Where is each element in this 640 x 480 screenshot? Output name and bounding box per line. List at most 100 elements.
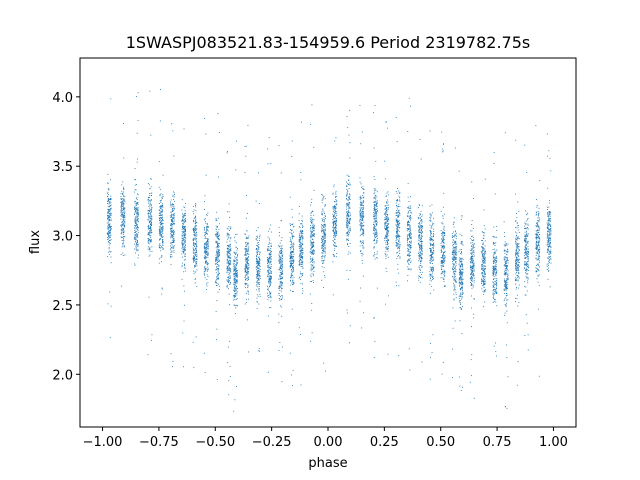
data-point bbox=[363, 312, 365, 314]
data-point bbox=[375, 201, 376, 203]
data-point bbox=[137, 194, 139, 195]
data-point bbox=[236, 265, 237, 266]
data-point bbox=[323, 231, 325, 233]
data-point bbox=[206, 264, 208, 265]
data-point bbox=[374, 209, 376, 211]
data-point bbox=[203, 352, 205, 354]
data-point bbox=[333, 227, 335, 229]
data-point bbox=[217, 291, 219, 293]
data-point bbox=[346, 198, 347, 200]
data-point bbox=[107, 212, 109, 214]
data-point bbox=[279, 290, 281, 292]
data-point bbox=[398, 272, 400, 274]
data-point bbox=[124, 211, 126, 213]
data-point bbox=[234, 279, 236, 281]
data-point bbox=[373, 188, 375, 190]
data-point bbox=[408, 233, 410, 235]
data-point bbox=[148, 296, 150, 298]
data-point bbox=[216, 253, 218, 255]
data-point bbox=[268, 273, 270, 274]
data-point bbox=[418, 231, 420, 233]
data-point bbox=[227, 211, 228, 213]
data-point bbox=[376, 232, 378, 234]
data-point bbox=[236, 256, 238, 258]
data-point bbox=[136, 208, 138, 210]
data-point bbox=[290, 289, 291, 291]
data-point bbox=[216, 279, 218, 280]
data-point bbox=[248, 279, 249, 281]
data-point bbox=[170, 232, 172, 234]
data-point bbox=[313, 223, 315, 225]
data-point bbox=[205, 260, 207, 262]
data-point bbox=[399, 214, 401, 216]
data-point bbox=[270, 296, 272, 297]
data-point bbox=[150, 234, 152, 236]
data-point bbox=[135, 210, 136, 212]
data-point bbox=[256, 255, 258, 257]
data-point bbox=[291, 238, 293, 240]
data-point bbox=[373, 357, 375, 358]
data-point bbox=[237, 272, 238, 274]
data-point bbox=[348, 198, 350, 199]
data-point bbox=[267, 270, 269, 272]
data-point bbox=[347, 208, 349, 210]
data-point bbox=[375, 206, 377, 207]
data-point bbox=[257, 251, 258, 253]
data-point bbox=[301, 220, 303, 221]
data-point bbox=[195, 244, 196, 245]
data-point bbox=[247, 269, 248, 271]
data-point bbox=[348, 214, 349, 216]
data-point bbox=[259, 278, 261, 279]
data-point bbox=[268, 269, 270, 271]
data-point bbox=[442, 271, 444, 273]
data-point bbox=[203, 273, 205, 275]
data-point bbox=[107, 233, 109, 235]
data-point bbox=[267, 285, 268, 287]
data-point bbox=[229, 282, 231, 284]
data-point bbox=[147, 183, 149, 184]
data-point bbox=[246, 271, 248, 273]
data-point bbox=[195, 228, 197, 230]
data-point bbox=[280, 280, 282, 282]
data-point bbox=[312, 246, 313, 248]
data-point bbox=[228, 249, 230, 251]
data-point bbox=[259, 234, 261, 236]
data-point bbox=[278, 259, 280, 261]
data-point bbox=[109, 235, 111, 236]
data-point bbox=[162, 205, 163, 207]
data-point bbox=[374, 215, 376, 217]
data-point bbox=[193, 229, 195, 230]
data-point bbox=[418, 237, 419, 239]
data-point bbox=[301, 244, 303, 246]
data-point bbox=[420, 247, 422, 249]
data-point bbox=[150, 241, 152, 243]
data-point bbox=[419, 237, 420, 239]
data-point bbox=[217, 244, 219, 246]
data-point bbox=[122, 243, 124, 245]
data-point bbox=[135, 217, 137, 219]
data-point bbox=[431, 251, 433, 253]
data-point bbox=[134, 232, 136, 233]
data-point bbox=[195, 247, 196, 249]
data-point bbox=[346, 218, 348, 220]
data-point bbox=[161, 218, 162, 219]
data-point bbox=[170, 199, 172, 201]
data-point bbox=[433, 217, 434, 219]
data-point bbox=[171, 221, 173, 223]
data-point bbox=[373, 247, 375, 249]
data-point bbox=[396, 226, 398, 228]
data-point bbox=[246, 301, 247, 303]
data-point bbox=[361, 225, 363, 227]
data-point bbox=[397, 216, 399, 218]
data-point bbox=[396, 221, 398, 222]
data-point bbox=[300, 260, 302, 262]
data-point bbox=[322, 254, 324, 256]
data-point bbox=[291, 208, 293, 210]
data-point bbox=[216, 262, 218, 264]
data-point bbox=[135, 223, 137, 225]
data-point bbox=[349, 217, 351, 219]
data-point bbox=[205, 254, 207, 255]
data-point bbox=[269, 253, 270, 255]
data-point bbox=[399, 200, 401, 202]
data-point bbox=[172, 208, 173, 209]
